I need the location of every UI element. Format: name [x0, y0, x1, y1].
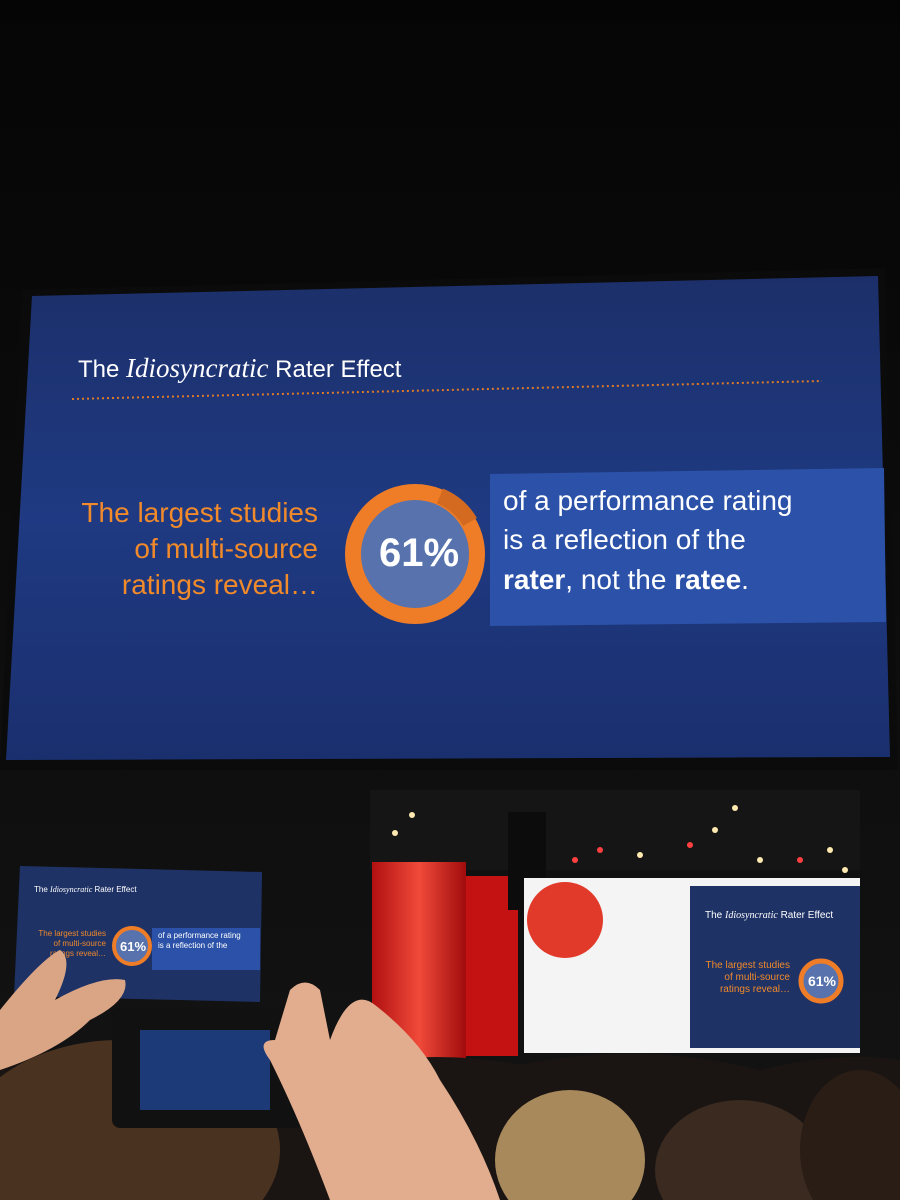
- title-text: The: [78, 356, 119, 383]
- title-text: Rater Effect: [781, 910, 834, 921]
- left-line: ratings reveal…: [720, 984, 790, 995]
- percent-text: 61%: [120, 939, 146, 954]
- title-rule: [71, 380, 823, 400]
- left-line: ratings reveal…: [122, 569, 318, 600]
- small-left-text: The largest studies of multi-source rati…: [706, 960, 791, 995]
- head: [800, 1070, 900, 1200]
- left-line: ratings reveal…: [50, 949, 106, 958]
- percent-text: 61%: [379, 531, 459, 575]
- percent-ring: [112, 926, 152, 966]
- stage-lights: [392, 805, 848, 873]
- truss: [370, 790, 860, 870]
- title-italic: Idiosyncratic: [125, 353, 268, 383]
- right-text: of a performance rating is a reflection …: [503, 485, 793, 595]
- flower-graphic: [527, 882, 603, 958]
- right-band: [490, 468, 886, 626]
- phone-screen: [140, 1030, 270, 1110]
- side-right-text: of a performance rating is a reflection …: [158, 931, 241, 950]
- left-line: The largest studies: [38, 929, 106, 938]
- title-text: The: [34, 885, 48, 894]
- left-line: of multi-source: [134, 533, 318, 564]
- hand: [0, 950, 126, 1070]
- side-left-text: The largest studies of multi-source rati…: [38, 929, 106, 958]
- small-title: The Idiosyncratic Rater Effect: [705, 910, 833, 921]
- left-line: The largest studies: [81, 497, 318, 528]
- line-text: , not the: [565, 564, 666, 595]
- percent-ring: [798, 958, 844, 1004]
- title-text: The: [705, 910, 723, 921]
- right-line: rater, not the ratee.: [503, 564, 749, 595]
- side-title: The Idiosyncratic Rater Effect: [34, 885, 137, 894]
- ring-shade: [436, 488, 477, 527]
- hand: [263, 982, 500, 1200]
- bold-word: rater: [503, 564, 565, 595]
- head: [655, 1100, 825, 1200]
- right-line: of a performance rating: [158, 931, 241, 940]
- left-line: The largest studies: [706, 960, 791, 971]
- title-italic: Idiosyncratic: [49, 885, 93, 894]
- slide-title: The Idiosyncratic Rater Effect: [78, 353, 402, 383]
- head: [495, 1090, 645, 1200]
- right-line: is a reflection of the: [503, 524, 746, 555]
- left-text: The largest studies of multi-source rati…: [81, 497, 318, 600]
- side-band: [152, 928, 260, 970]
- bold-word: ratee: [674, 564, 741, 595]
- line-text: .: [741, 564, 749, 595]
- title-text: Rater Effect: [94, 885, 137, 894]
- percent-text: 61%: [808, 973, 837, 989]
- right-line: of a performance rating: [503, 485, 793, 516]
- title-italic: Idiosyncratic: [724, 910, 778, 921]
- title-text: Rater Effect: [275, 356, 402, 383]
- right-line: is a reflection of the: [158, 941, 228, 950]
- percent-ring: [345, 484, 485, 624]
- left-line: of multi-source: [724, 972, 790, 983]
- left-line: of multi-source: [54, 939, 107, 948]
